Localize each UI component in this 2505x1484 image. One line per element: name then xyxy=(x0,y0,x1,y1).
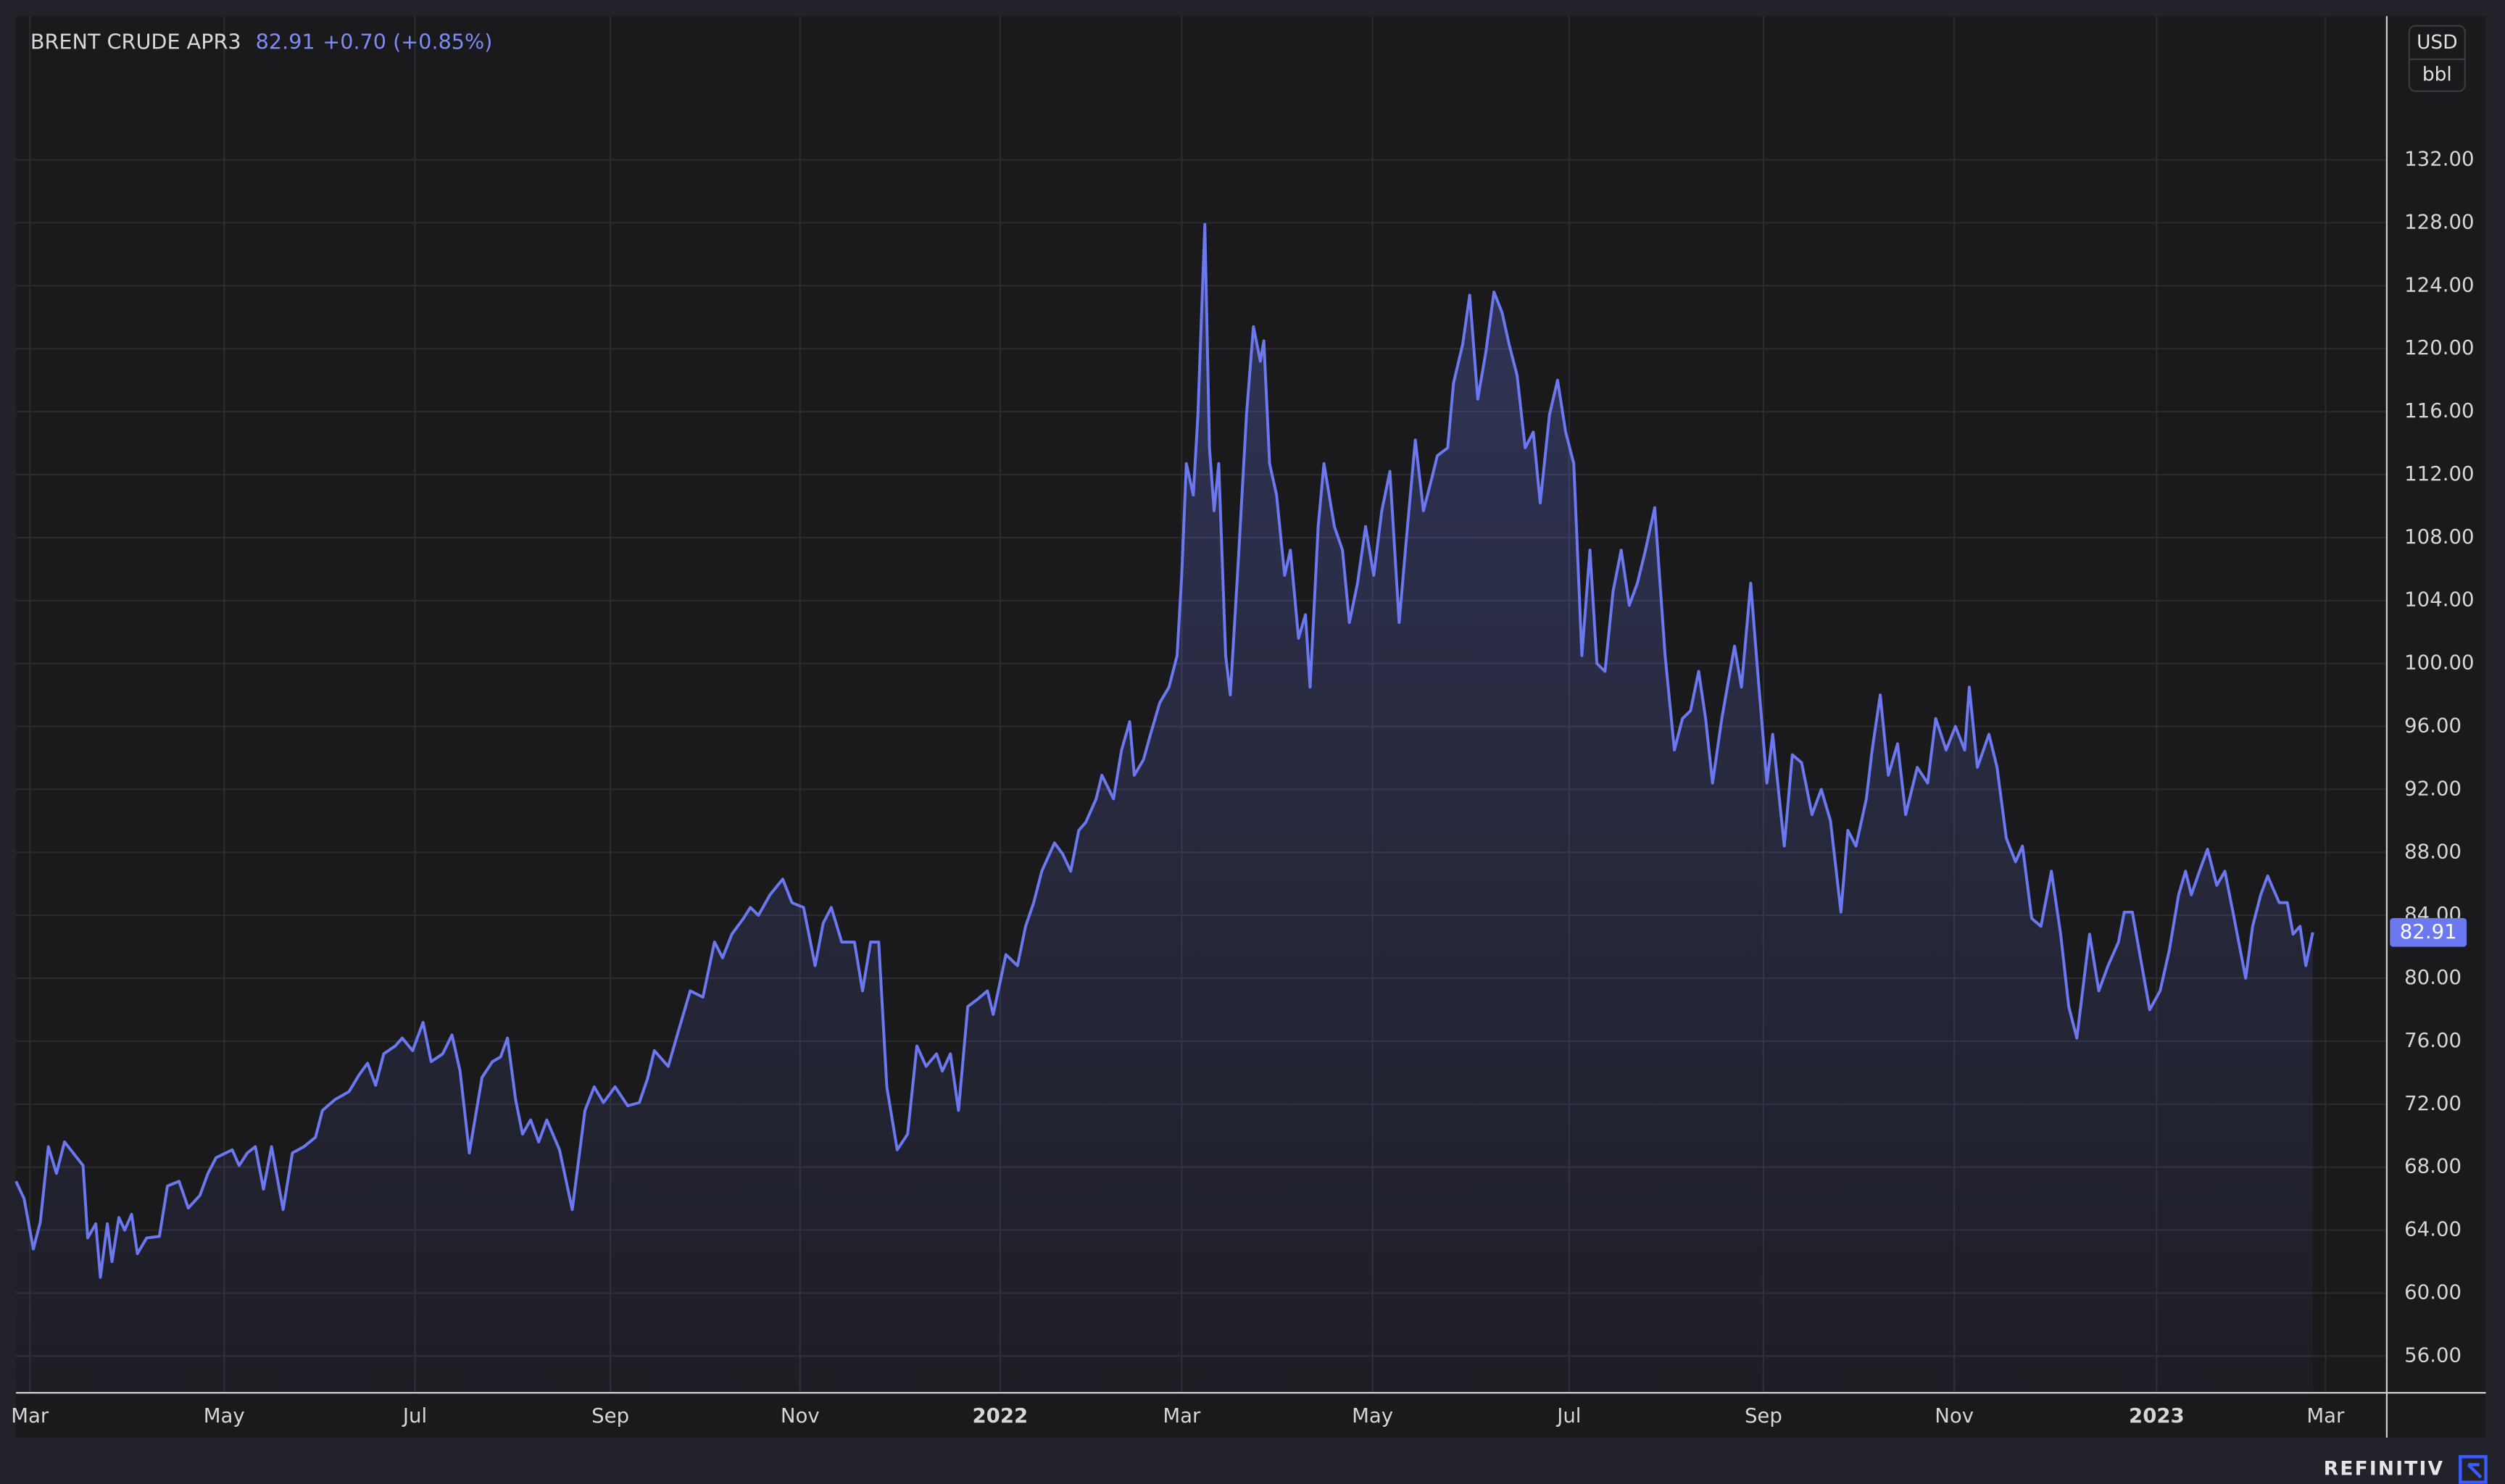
y-tick-label: 124.00 xyxy=(2404,273,2474,296)
x-tick-label: May xyxy=(1352,1404,1393,1427)
x-tick-label: Mar xyxy=(1163,1404,1201,1427)
x-tick-label: 2022 xyxy=(973,1404,1029,1427)
y-tick-label: 104.00 xyxy=(2404,588,2474,612)
y-tick-label: 80.00 xyxy=(2404,966,2462,989)
plot xyxy=(14,222,2314,1393)
axes: 56.0060.0064.0068.0072.0076.0080.0084.00… xyxy=(11,148,2474,1428)
brand-logo xyxy=(2459,1455,2488,1484)
x-tick-label: Jul xyxy=(1555,1404,1581,1427)
y-tick-label: 76.00 xyxy=(2404,1029,2462,1052)
instrument-name: BRENT CRUDE APR3 xyxy=(30,30,241,54)
x-tick-label: Mar xyxy=(2306,1404,2345,1427)
unit-currency: USD xyxy=(2417,31,2458,54)
y-tick-label: 92.00 xyxy=(2404,777,2462,800)
y-tick-label: 100.00 xyxy=(2404,651,2474,675)
y-tick-label: 120.00 xyxy=(2404,336,2474,359)
x-tick-label: Mar xyxy=(11,1404,49,1427)
y-tick-label: 132.00 xyxy=(2404,148,2474,171)
y-tick-label: 64.00 xyxy=(2404,1218,2462,1241)
x-tick-label: May xyxy=(204,1404,245,1427)
x-tick-label: Nov xyxy=(1935,1404,1974,1427)
y-tick-label: 128.00 xyxy=(2404,210,2474,233)
last-price: 82.91 xyxy=(256,30,315,54)
y-tick-label: 108.00 xyxy=(2404,525,2474,549)
last-price-tag-label: 82.91 xyxy=(2400,920,2457,943)
y-tick-label: 60.00 xyxy=(2404,1280,2462,1304)
y-tick-label: 112.00 xyxy=(2404,462,2474,485)
y-tick-label: 68.00 xyxy=(2404,1155,2462,1178)
price-line xyxy=(14,222,2314,1279)
x-tick-label: Jul xyxy=(402,1404,427,1427)
y-tick-label: 116.00 xyxy=(2404,399,2474,422)
price-change: +0.70 (+0.85%) xyxy=(323,30,492,54)
x-tick-label: Nov xyxy=(781,1404,820,1427)
y-tick-label: 56.00 xyxy=(2404,1343,2462,1367)
y-tick-label: 72.00 xyxy=(2404,1092,2462,1115)
y-tick-label: 96.00 xyxy=(2404,714,2462,738)
last-price-tag xyxy=(2390,917,2467,947)
x-tick-label: Sep xyxy=(1745,1404,1782,1427)
x-tick-label: 2023 xyxy=(2129,1404,2185,1427)
brand: REFINITIV xyxy=(2324,1457,2444,1480)
x-tick-label: Sep xyxy=(591,1404,629,1427)
unit-detail: bbl xyxy=(2422,63,2452,86)
y-tick-label: 88.00 xyxy=(2404,840,2462,863)
